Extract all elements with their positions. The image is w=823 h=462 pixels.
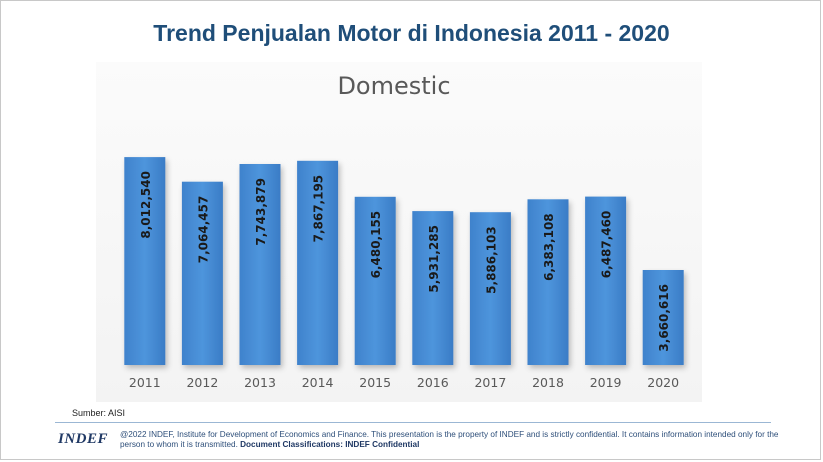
data-label-2013: 7,743,879 (254, 178, 268, 246)
bar-2014 (297, 160, 339, 365)
bar-2011 (124, 157, 166, 365)
bars-group: 8,012,540 7,064,457 7,743,879 7,867,195 6,48… (124, 157, 684, 365)
x-tick-2019: 2019 (590, 375, 622, 390)
x-tick-2016: 2016 (417, 375, 449, 390)
bar-chart: Domestic 8,012,540 7,064,457 7,743,879 7,86… (124, 72, 684, 390)
bar-2018 (527, 199, 569, 365)
slide-title: Trend Penjualan Motor di Indonesia 2011 … (153, 20, 670, 46)
bar-2017 (469, 212, 511, 365)
x-tick-2013: 2013 (244, 375, 276, 390)
data-label-2017: 5,886,103 (484, 226, 498, 294)
data-label-2015: 6,480,155 (369, 211, 383, 279)
bar-2012 (181, 181, 223, 365)
x-tick-2011: 2011 (129, 375, 161, 390)
x-tick-2012: 2012 (186, 375, 218, 390)
data-label-2018: 6,383,108 (542, 213, 556, 281)
bar-2020 (642, 270, 684, 365)
data-label-2020: 3,660,616 (657, 284, 671, 352)
indef-logo: INDEF (58, 431, 109, 447)
bar-2015 (354, 196, 396, 365)
bar-2019 (585, 196, 627, 365)
x-tick-2018: 2018 (532, 375, 564, 390)
footer-disclaimer: @2022 INDEF, Institute for Development o… (120, 430, 780, 449)
footer-divider (55, 422, 771, 423)
chart-panel: Domestic 8,012,540 7,064,457 7,743,879 7,86… (96, 62, 702, 402)
x-tick-2015: 2015 (359, 375, 391, 390)
data-label-2012: 7,064,457 (196, 196, 210, 264)
source-note: Sumber: AISI (72, 408, 126, 418)
x-tick-2014: 2014 (302, 375, 334, 390)
classification-text: Document Classifications: INDEF Confiden… (240, 439, 420, 449)
bar-2016 (412, 211, 454, 365)
bar-2013 (239, 164, 281, 365)
data-label-2011: 8,012,540 (139, 171, 153, 239)
disclaimer-text: @2022 INDEF, Institute for Development o… (120, 430, 779, 449)
data-label-2016: 5,931,285 (427, 225, 441, 293)
chart-title: Domestic (337, 72, 450, 100)
data-label-2014: 7,867,195 (312, 175, 326, 243)
data-label-2019: 6,487,460 (600, 211, 614, 279)
x-tick-2017: 2017 (474, 375, 506, 390)
x-tick-2020: 2020 (647, 375, 679, 390)
x-axis-ticks: 2011 2012 2013 2014 2015 2016 2017 2018 2019 2020 (129, 375, 679, 390)
